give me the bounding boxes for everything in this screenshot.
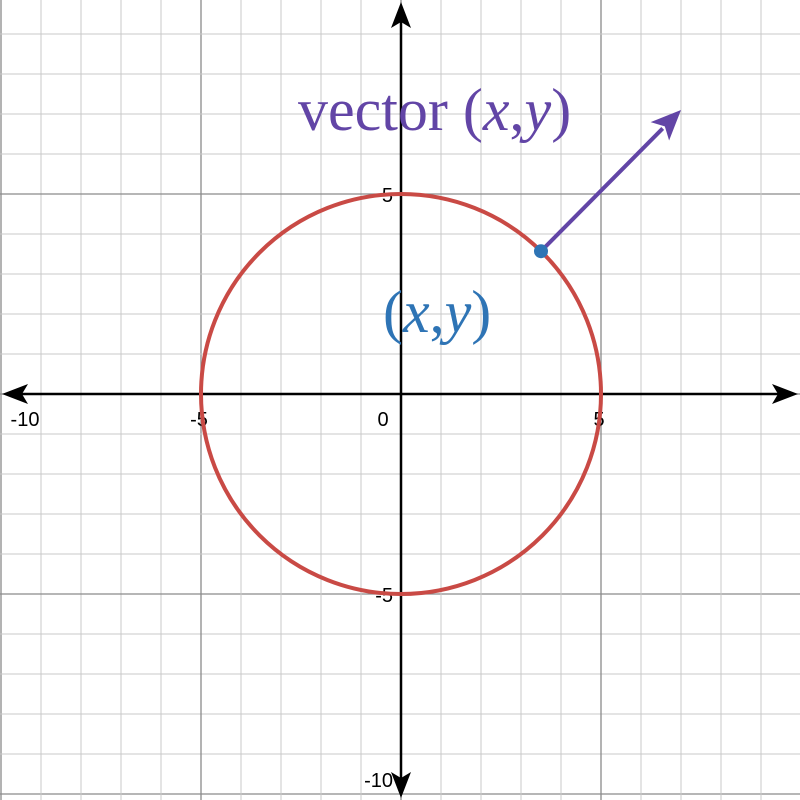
point-label: (x,y) xyxy=(383,279,491,345)
circle-curve xyxy=(199,192,603,596)
vector-shaft xyxy=(539,127,665,253)
point-label-y: y xyxy=(439,279,472,345)
vector-arrowhead-icon xyxy=(650,110,681,141)
y-axis-up-arrow-icon xyxy=(391,2,411,28)
x-tick-label: -10 xyxy=(11,409,40,431)
vector-label-y: y xyxy=(519,77,552,143)
vector-label-comma: , xyxy=(510,77,525,143)
point-label-x: x xyxy=(402,279,430,345)
point-label-open-paren: ( xyxy=(383,279,403,345)
vector-label-close-paren: ) xyxy=(551,77,571,143)
point-marker xyxy=(534,244,548,259)
vector-arrow xyxy=(539,110,681,253)
point-label-comma: , xyxy=(430,279,445,345)
vector-label: vector (x,y) xyxy=(298,77,571,143)
x-axis-left-arrow-icon xyxy=(2,384,28,404)
y-tick-label: -10 xyxy=(364,770,393,792)
x-tick-label: 0 xyxy=(377,409,388,431)
vector-label-word: vector xyxy=(298,77,463,143)
vector-label-open-paren: ( xyxy=(463,77,483,143)
tick-labels: -10 -5 0 55-5-10 xyxy=(11,185,605,792)
vector-label-x: x xyxy=(482,77,510,143)
y-tick-label: -5 xyxy=(375,585,393,607)
x-axis-right-arrow-icon xyxy=(772,384,798,404)
point-label-close-paren: ) xyxy=(471,279,491,345)
y-axis-down-arrow-icon xyxy=(391,772,411,798)
